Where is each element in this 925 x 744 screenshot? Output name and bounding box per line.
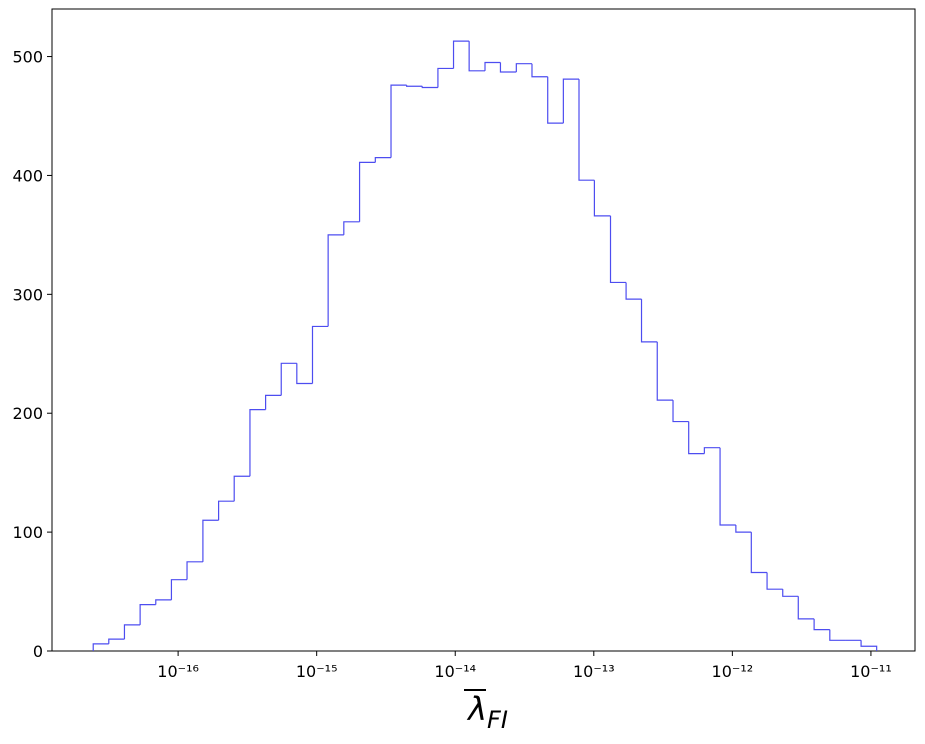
histogram-bin <box>640 299 658 343</box>
histogram-bin <box>562 78 580 124</box>
histogram-bin <box>374 157 392 163</box>
histogram-bin <box>280 362 297 396</box>
x-tick-label: 10⁻¹³ <box>573 662 615 681</box>
histogram-bin <box>625 282 642 300</box>
histogram-bin <box>170 579 188 600</box>
y-tick-label: 400 <box>12 166 43 185</box>
histogram-bin <box>766 572 783 590</box>
y-tick-label: 300 <box>12 285 43 304</box>
histogram-bin <box>155 599 172 605</box>
x-tick-label: 10⁻¹⁴ <box>434 662 476 681</box>
histogram-bin <box>782 589 799 597</box>
x-label-subscript: FI <box>487 706 508 734</box>
x-axis-label: λFI <box>466 690 508 734</box>
plot-frame <box>51 8 916 652</box>
histogram-bin <box>421 86 438 89</box>
histogram-bin <box>92 643 109 651</box>
histogram-bin <box>750 532 768 574</box>
histogram-bin <box>593 180 611 217</box>
histogram-bin <box>860 640 878 651</box>
histogram-bin <box>265 394 282 410</box>
histogram-bin <box>703 447 721 454</box>
histogram-bin <box>249 409 266 477</box>
histogram-bin <box>515 63 532 73</box>
histogram-bin <box>609 215 627 284</box>
x-tick-label: 10⁻¹⁵ <box>296 662 338 681</box>
histogram-bin <box>735 524 752 533</box>
y-tick-label: 200 <box>12 404 43 423</box>
histogram-bin <box>719 447 736 526</box>
histogram-bin <box>813 618 830 631</box>
histogram-bin <box>218 500 235 521</box>
histogram-bin <box>797 596 815 620</box>
histogram-bin <box>672 400 689 423</box>
histogram-bin <box>531 63 548 78</box>
histogram-bin <box>233 475 250 502</box>
histogram-bin <box>311 325 329 384</box>
x-tick-label: 10⁻¹² <box>712 662 754 681</box>
histogram-bin <box>108 638 125 644</box>
histogram-bin <box>437 67 454 88</box>
histogram-bin <box>688 421 705 455</box>
histogram-bin <box>343 221 360 235</box>
y-tick-label: 100 <box>12 523 43 542</box>
x-tick-label: 10⁻¹¹ <box>850 662 892 681</box>
histogram-bin <box>484 61 501 71</box>
histogram-bin <box>186 561 203 580</box>
histogram-bin <box>468 41 486 72</box>
histogram-bin <box>406 85 423 87</box>
histogram-bin <box>139 604 156 625</box>
histogram-bin <box>656 341 674 401</box>
histogram-bin <box>123 624 141 640</box>
y-tick-label: 500 <box>12 48 43 67</box>
histogram-bin <box>390 84 407 158</box>
histogram-bin <box>358 161 376 222</box>
histogram-bin <box>327 234 344 327</box>
histogram-bin <box>296 363 313 385</box>
x-label-symbol: λ <box>466 690 487 728</box>
x-tick-label: 10⁻¹⁶ <box>157 662 199 681</box>
y-tick-label: 0 <box>33 642 43 661</box>
histogram-bin <box>499 62 517 73</box>
histogram-bin <box>202 519 219 562</box>
histogram-bin <box>578 79 595 181</box>
histogram-bin <box>452 40 470 69</box>
histogram-bin <box>547 76 564 124</box>
histogram-bin <box>829 629 846 641</box>
